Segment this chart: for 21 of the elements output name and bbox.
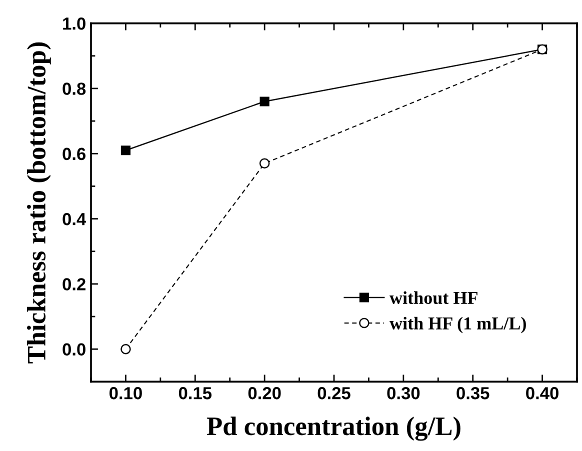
x-tick-label: 0.10 (110, 387, 142, 400)
y-tick-label: 0.0 (62, 343, 86, 356)
x-tick-label: 0.15 (178, 387, 212, 400)
x-axis-title: Pd concentration (g/L) (206, 416, 460, 441)
legend-label: with HF (1 mL/L) (390, 316, 526, 334)
y-axis-title: Thickness ratio (bottom/top) (26, 42, 51, 364)
point (259, 158, 270, 169)
y-tick-label: 1.0 (63, 17, 86, 30)
y-tick-label: 0.4 (62, 212, 86, 226)
point (120, 146, 131, 156)
y-tick-label: 0.8 (62, 82, 86, 95)
x-tick-label: 0.30 (387, 387, 420, 400)
x-tick-label: 0.20 (248, 387, 281, 400)
x-tick-label: 0.25 (318, 387, 350, 400)
legend-label: without HF (390, 291, 478, 304)
x-tick-label: 0.40 (526, 387, 558, 400)
y-tick-label: 0.6 (62, 148, 86, 160)
point (120, 344, 131, 354)
y-tick-label: 0.2 (62, 278, 86, 290)
x-tick-label: 0.35 (456, 387, 490, 400)
point (260, 96, 270, 106)
